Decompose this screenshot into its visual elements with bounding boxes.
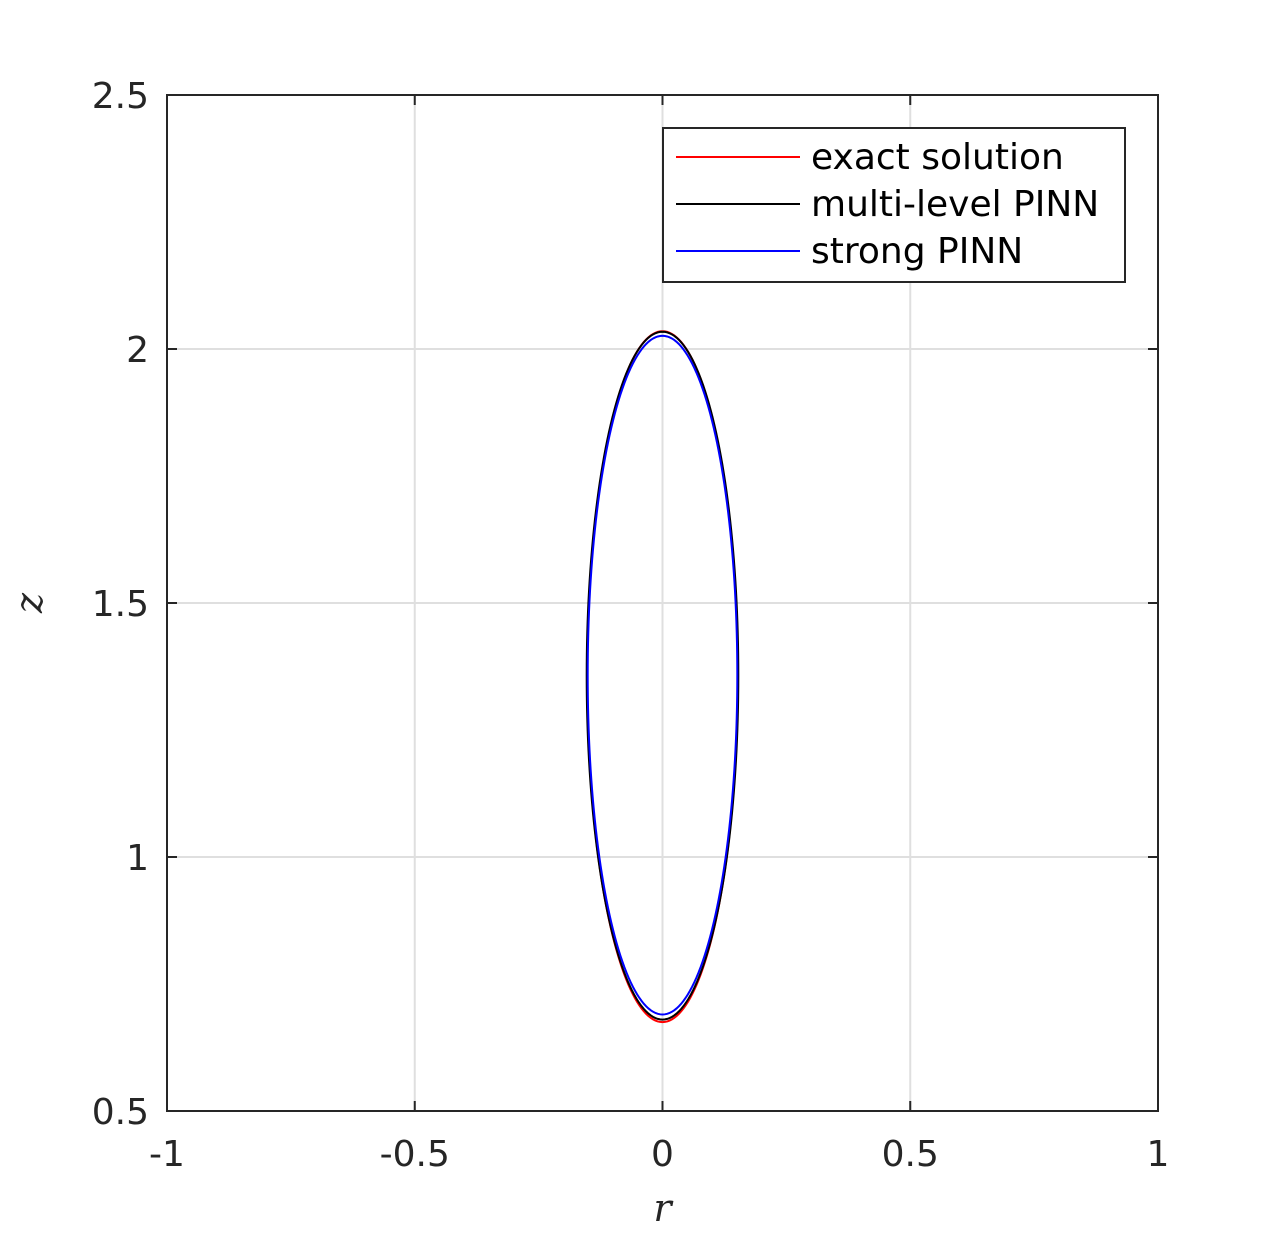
x-tick-label: -1: [149, 1134, 185, 1175]
series-line: [586, 334, 739, 1016]
legend-entry: multi-level PINN: [811, 184, 1099, 225]
x-tick-label: 1: [1147, 1134, 1170, 1175]
tick-marks: [166, 94, 1159, 1112]
y-tick-label: 1: [126, 838, 149, 879]
series-line: [585, 330, 740, 1021]
x-axis-label: r: [653, 1186, 674, 1230]
x-tick-label: 0.5: [882, 1134, 939, 1175]
y-axis-label: z: [7, 592, 51, 614]
y-tick-label: 1.5: [92, 584, 149, 625]
legend: exact solution multi-level PINN strong PIN…: [662, 127, 1126, 283]
y-tick-label: 2: [126, 330, 149, 371]
tick-labels: -1 -0.5 0 0.5 1 0.5 1 1.5 2 2.5: [92, 76, 1170, 1175]
series-layer: [585, 330, 740, 1024]
y-tick-label: 2.5: [92, 76, 149, 117]
x-tick-label: -0.5: [380, 1134, 450, 1175]
y-tick-label: 0.5: [92, 1092, 149, 1133]
x-tick-label: 0: [651, 1134, 674, 1175]
legend-entry: exact solution: [811, 137, 1064, 178]
legend-entry: strong PINN: [811, 231, 1023, 272]
